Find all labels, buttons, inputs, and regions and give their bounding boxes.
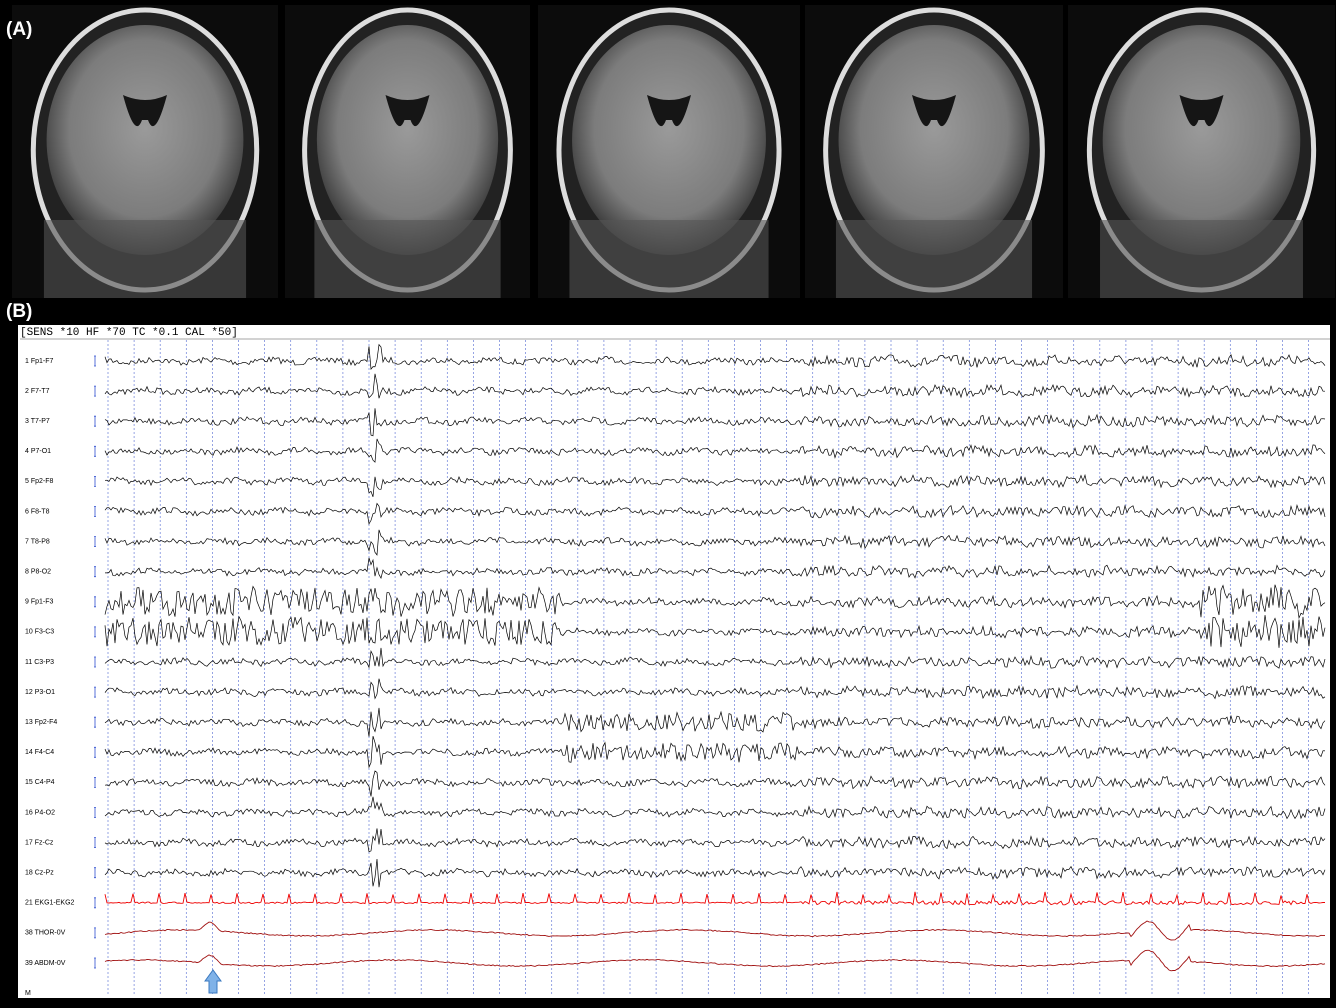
channel-label: 15 C4-P4 xyxy=(25,779,55,786)
figure: (A) (B) [SENS *10 HF *70 TC *0.1 CAL *50… xyxy=(0,0,1336,1003)
channel-label: 14 F4-C4 xyxy=(25,749,54,756)
channel-label: 6 F8-T8 xyxy=(25,508,50,515)
channel-label: 4 P7-O1 xyxy=(25,448,51,455)
channel-label: 13 Fp2-F4 xyxy=(25,719,57,726)
channel-label: 7 T8-P8 xyxy=(25,538,50,545)
channel-label: M xyxy=(25,990,31,997)
channel-label: 10 F3-C3 xyxy=(25,629,54,636)
channel-label: 8 P8-O2 xyxy=(25,569,51,576)
channel-label: 39 ABDM-0V xyxy=(25,960,66,967)
panel-label: (A) xyxy=(6,19,32,40)
channel-label: 11 C3-P3 xyxy=(25,659,54,666)
skull-base xyxy=(836,220,1032,298)
skull-base xyxy=(569,220,768,298)
channel-label: 9 Fp1-F3 xyxy=(25,599,54,606)
channel-label: 3 T7-P7 xyxy=(25,418,50,425)
skull-base xyxy=(314,220,500,298)
channel-label: 21 EKG1-EKG2 xyxy=(25,900,75,907)
skull-base xyxy=(44,220,246,298)
panel-label: (B) xyxy=(6,301,32,322)
channel-label: 2 F7-T7 xyxy=(25,388,50,395)
eeg-header: [SENS *10 HF *70 TC *0.1 CAL *50] xyxy=(20,327,238,339)
channel-label: 12 P3-O1 xyxy=(25,689,55,696)
channel-label: 1 Fp1-F7 xyxy=(25,358,54,365)
channel-label: 38 THOR-0V xyxy=(25,930,66,937)
mri-panel xyxy=(12,5,1335,298)
channel-label: 18 Cz-Pz xyxy=(25,870,54,877)
channel-label: 5 Fp2-F8 xyxy=(25,478,54,485)
channel-label: 17 Fz-Cz xyxy=(25,839,54,846)
skull-base xyxy=(1100,220,1303,298)
channel-label: 16 P4-O2 xyxy=(25,809,55,816)
